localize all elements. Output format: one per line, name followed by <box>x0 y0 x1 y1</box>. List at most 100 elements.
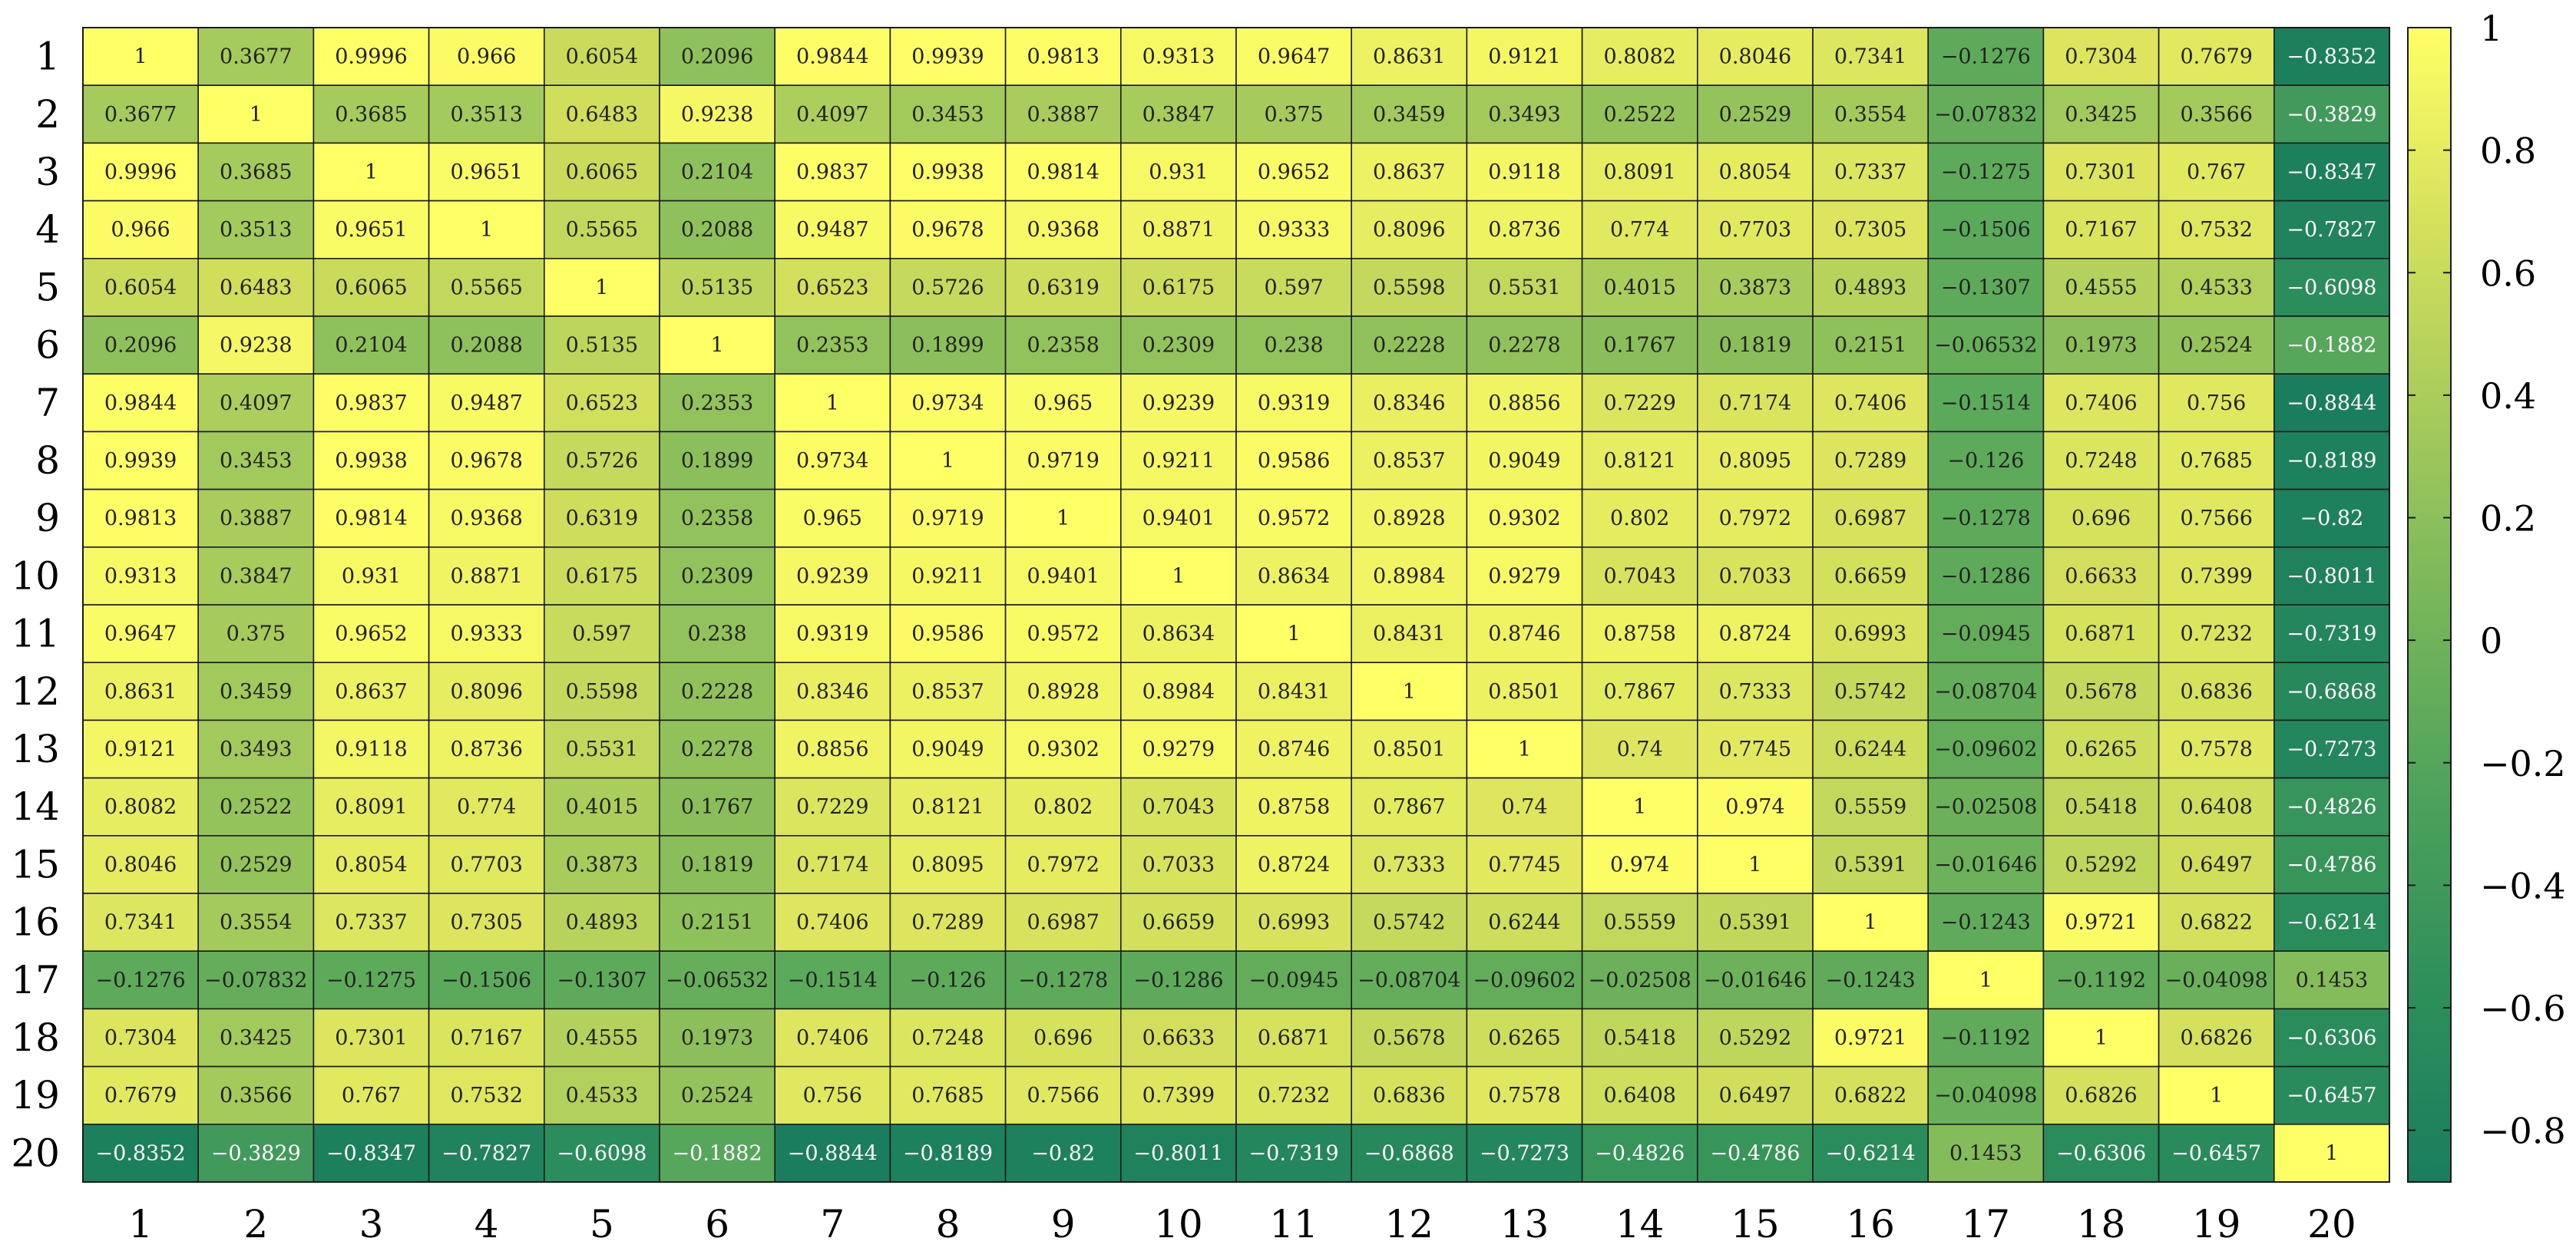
heatmap-cell-label: 0.9647 <box>1258 45 1330 69</box>
y-tick-label: 18 <box>11 1015 60 1060</box>
heatmap-cell-label: 0.7232 <box>1258 1084 1330 1108</box>
y-tick-label: 6 <box>35 323 60 368</box>
heatmap-cell <box>1466 488 1583 548</box>
heatmap-cell <box>889 431 1007 490</box>
heatmap-cell-label: −0.0945 <box>1941 622 2031 646</box>
heatmap-cell <box>2042 27 2160 86</box>
heatmap-cell <box>1351 315 1468 375</box>
heatmap-cell <box>1581 200 1698 259</box>
heatmap-cell <box>1235 719 1352 779</box>
heatmap-cell-label: 0.3459 <box>220 680 292 704</box>
heatmap-cell <box>543 1008 660 1068</box>
heatmap-cell-label: 0.8871 <box>1143 218 1215 242</box>
heatmap-cell-label: 0.3566 <box>220 1084 292 1108</box>
heatmap-cell-label: 0.3453 <box>220 449 292 473</box>
heatmap-cell <box>1120 893 1237 952</box>
heatmap-cell-label: 0.7304 <box>104 1026 177 1050</box>
heatmap-cell <box>1120 719 1237 779</box>
colorbar: 1 0.8 0.6 0.4 0.2 0 −0.2 −0.4 −0.6 −0.8 <box>2407 8 2566 1183</box>
heatmap-cell-label: −0.8011 <box>1133 1141 1223 1165</box>
heatmap-cell <box>2273 719 2390 779</box>
heatmap-cell <box>312 84 430 144</box>
heatmap-cell-label: 0.774 <box>1610 218 1669 242</box>
heatmap-cell <box>312 257 430 317</box>
heatmap-cell <box>82 488 199 548</box>
heatmap-cell-label: 0.7043 <box>1603 564 1675 588</box>
heatmap-cell-label: 0.9238 <box>681 103 753 127</box>
heatmap-cell-label: −0.3829 <box>211 1141 301 1165</box>
heatmap-cell-label: 0.7301 <box>2065 160 2137 184</box>
heatmap-cell-label: 1 <box>1979 969 1992 992</box>
heatmap-cell <box>1466 950 1583 1010</box>
heatmap-cell-label: 0.375 <box>1264 103 1323 127</box>
heatmap-cell-label: 0.7399 <box>1143 1084 1215 1108</box>
heatmap-cell-label: 0.3554 <box>1834 103 1906 127</box>
heatmap-cell <box>2158 373 2275 433</box>
heatmap-cell-label: 0.8634 <box>1258 564 1330 588</box>
heatmap-cell-label: 0.3425 <box>220 1026 292 1050</box>
heatmap-cell-label: 0.3847 <box>1143 103 1215 127</box>
heatmap-cell <box>659 777 775 837</box>
heatmap-cell <box>1004 835 1122 894</box>
heatmap-cell-label: 0.7305 <box>1834 218 1906 242</box>
heatmap-cell <box>428 200 545 259</box>
heatmap-cell-label: 0.802 <box>1033 795 1093 819</box>
heatmap-cell-label: 0.5565 <box>450 276 522 299</box>
heatmap-cell-label: 0.6408 <box>2180 795 2252 819</box>
heatmap-cell <box>1581 431 1698 490</box>
heatmap-cell <box>1351 719 1468 779</box>
x-tick-label: 15 <box>1731 1202 1780 1246</box>
heatmap-cell <box>1812 1008 1929 1068</box>
heatmap-cell-label: 0.8856 <box>1488 391 1560 415</box>
heatmap-cell <box>2273 893 2390 952</box>
heatmap-cell-label: 0.9239 <box>796 564 868 588</box>
heatmap-cell-label: −0.6306 <box>2056 1141 2146 1165</box>
heatmap-cell <box>2158 142 2275 202</box>
heatmap-cell-label: 0.2522 <box>1603 103 1675 127</box>
heatmap-cell <box>1581 662 1698 721</box>
heatmap-cell-label: 0.7685 <box>911 1084 984 1108</box>
heatmap-cell-label: 0.6483 <box>220 276 292 299</box>
heatmap-cell-label: 0.4893 <box>1834 276 1906 299</box>
heatmap-cell <box>2273 257 2390 317</box>
heatmap-cell <box>1120 431 1237 490</box>
heatmap-cell <box>1927 662 2045 721</box>
heatmap-cell-label: 0.375 <box>227 622 286 646</box>
heatmap-cell-label: 0.8758 <box>1258 795 1330 819</box>
heatmap-cell-label: −0.1286 <box>1133 969 1223 992</box>
heatmap-cell-label: 0.6054 <box>104 276 177 299</box>
heatmap-cell-label: −0.6457 <box>2171 1141 2261 1165</box>
heatmap-cell <box>1235 950 1352 1010</box>
heatmap-cell <box>659 662 775 721</box>
heatmap-cell-label: 0.9319 <box>1258 391 1330 415</box>
heatmap-cell <box>197 257 315 317</box>
heatmap-cell-label: −0.1276 <box>96 969 186 992</box>
x-tick-label: 5 <box>590 1202 614 1246</box>
heatmap-cell-label: 0.774 <box>457 795 516 819</box>
heatmap-cell <box>889 893 1007 952</box>
heatmap-cell-label: 0.965 <box>1033 391 1093 415</box>
x-tick-label: 19 <box>2192 1202 2241 1246</box>
heatmap-cell <box>312 777 430 837</box>
heatmap-cell <box>1697 950 1814 1010</box>
heatmap-cell-label: −0.7273 <box>2287 738 2376 761</box>
heatmap-cell-label: 0.9238 <box>220 334 292 358</box>
heatmap-cell <box>82 546 199 606</box>
heatmap-cell-label: 0.2096 <box>681 45 753 69</box>
heatmap-cell <box>1927 431 2045 490</box>
heatmap-cell <box>2042 200 2160 259</box>
heatmap-cell-label: 1 <box>1172 564 1185 588</box>
heatmap-cell-label: 0.6065 <box>335 276 407 299</box>
y-tick-label: 19 <box>11 1073 60 1118</box>
heatmap-cell <box>1812 431 1929 490</box>
heatmap-cell <box>1812 200 1929 259</box>
y-tick-label: 5 <box>35 265 60 309</box>
heatmap-cell <box>197 488 315 548</box>
heatmap-cell-label: 0.7337 <box>1834 160 1906 184</box>
heatmap-cell-label: 0.3677 <box>220 45 292 69</box>
heatmap-cell-label: 0.9586 <box>1258 449 1330 473</box>
heatmap-cell-label: 0.8501 <box>1488 680 1560 704</box>
x-tick-label: 1 <box>128 1202 153 1246</box>
heatmap-cell-label: 0.8984 <box>1373 564 1445 588</box>
heatmap-cell <box>1351 604 1468 663</box>
